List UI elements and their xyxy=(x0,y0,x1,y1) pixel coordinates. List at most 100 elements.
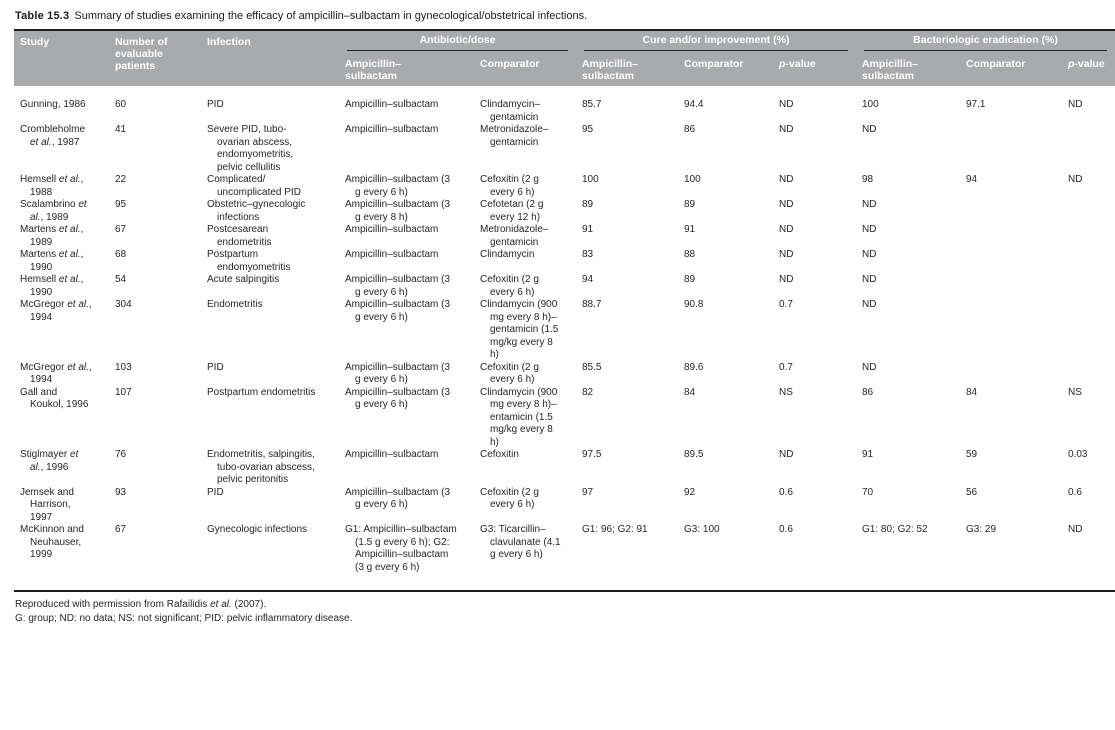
cell-ab: Ampicillin–sulbactam xyxy=(345,449,439,460)
cell-study: Hemsell et al., 1988 xyxy=(20,174,84,198)
table-caption: Summary of studies examining the efficac… xyxy=(74,10,588,22)
table-row: McKinnon and Neuhauser, 1999 67 Gynecologi… xyxy=(14,524,1115,574)
cell-study: Scalambrino et al., 1989 xyxy=(20,199,87,223)
cell-cure_ab: 95 xyxy=(582,124,594,135)
cell-study: Martens et al., 1990 xyxy=(20,249,84,273)
cell-bact_comp: 97.1 xyxy=(966,99,986,110)
cell-bact_comp xyxy=(960,249,1062,274)
cell-bact_ab: 100 xyxy=(862,99,879,110)
cell-bact_comp: 59 xyxy=(966,449,978,460)
cell-ab: Ampicillin–sulbactam xyxy=(345,249,439,260)
cell-ab: Ampicillin–sulbactam (3 g every 6 h) xyxy=(345,174,451,198)
cell-cure_p: 0.7 xyxy=(779,299,793,310)
table-row: Martens et al., 1990 68 Postpartum endomyo… xyxy=(14,249,1115,274)
cell-bact_comp xyxy=(960,199,1062,224)
group-label: Antibiotic/dose xyxy=(347,34,568,51)
cell-ab: Ampicillin–sulbactam (3 g every 6 h) xyxy=(345,386,451,411)
cell-bact_p xyxy=(1062,299,1115,362)
cell-bact_comp: 56 xyxy=(966,486,978,498)
cell-study: McGregor et al., 1994 xyxy=(20,299,92,323)
cell-infection: Complicated/ uncomplicated PID xyxy=(207,174,301,198)
table-bottom-rule xyxy=(14,590,1115,592)
cell-ab: Ampicillin–sulbactam (3 g every 8 h) xyxy=(345,199,451,223)
cell-infection: PID xyxy=(207,99,224,110)
cell-cure_ab: 83 xyxy=(582,249,594,260)
cell-bact_comp xyxy=(960,224,1062,249)
cell-infection: Postpartum endometritis xyxy=(207,386,316,398)
cell-cure_ab: 94 xyxy=(582,274,594,285)
cell-cure_comp: 86 xyxy=(684,124,696,135)
table-body: Gunning, 1986 60 PID Ampicillin–sulbactam Cl… xyxy=(14,86,1115,574)
cell-cure_p: ND xyxy=(779,274,794,285)
table-row: Stiglmayer et al., 1996 76 Endometritis, s… xyxy=(14,449,1115,487)
col-header-bact-ab: Ampicillin–sulbactam xyxy=(856,51,960,86)
cell-infection: PID xyxy=(207,361,224,373)
cell-comp: Clindamycin (900 mg every 8 h)–entamicin… xyxy=(480,386,558,448)
cell-study: Gunning, 1986 xyxy=(20,99,86,110)
cell-cure_comp: 89 xyxy=(684,199,696,210)
studies-table: Study Number of evaluable patients Infec… xyxy=(14,29,1115,574)
cell-infection: Acute salpingitis xyxy=(207,274,280,285)
cell-bact_ab: ND xyxy=(862,224,877,235)
cell-infection: Obstetric–gynecologic infections xyxy=(207,199,306,223)
table-row: McGregor et al., 1994 304 Endometritis Ampi… xyxy=(14,299,1115,362)
cell-bact_ab: 91 xyxy=(862,449,874,460)
group-header-antibiotic-dose: Antibiotic/dose xyxy=(339,29,576,51)
table-footnotes: Reproduced with permission from Rafailid… xyxy=(15,598,1115,625)
cell-comp: Cefotetan (2 g every 12 h) xyxy=(480,199,544,223)
cell-infection: Severe PID, tubo-ovarian abscess, endomy… xyxy=(207,124,294,173)
col-header-cure-pvalue: p-value xyxy=(773,51,856,86)
cell-cure_ab: 91 xyxy=(582,224,594,235)
cell-cure_p: ND xyxy=(779,174,794,185)
cell-cure_comp: 92 xyxy=(684,486,696,498)
cell-bact_comp xyxy=(960,362,1062,387)
cell-study: McGregor et al., 1994 xyxy=(20,361,92,386)
cell-patients: 60 xyxy=(115,99,127,110)
cell-cure_comp: G3: 100 xyxy=(684,524,720,535)
cell-comp: Cefoxitin xyxy=(480,449,519,460)
cell-bact_p xyxy=(1062,274,1115,299)
cell-comp: Cefoxitin (2 g every 6 h) xyxy=(480,274,539,298)
cell-bact_p xyxy=(1062,362,1115,387)
cell-ab: G1: Ampicillin–sulbactam (1.5 g every 6 … xyxy=(345,524,457,573)
cell-cure_comp: 88 xyxy=(684,249,696,260)
cell-study: Gall and Koukol, 1996 xyxy=(20,386,89,411)
cell-cure_p: ND xyxy=(779,99,794,110)
cell-ab: Ampicillin–sulbactam (3 g every 6 h) xyxy=(345,274,451,298)
cell-cure_comp: 84 xyxy=(684,386,696,398)
cell-bact_p: NS xyxy=(1068,386,1082,398)
cell-study: Martens et al., 1989 xyxy=(20,224,84,248)
cell-patients: 107 xyxy=(115,386,132,398)
cell-bact_p: 0.6 xyxy=(1068,486,1082,498)
cell-infection: PID xyxy=(207,486,224,498)
cell-cure_comp: 91 xyxy=(684,224,696,235)
cell-bact_p: ND xyxy=(1068,99,1083,110)
cell-cure_ab: 82 xyxy=(582,386,594,398)
col-header-bact-pvalue: p-value xyxy=(1062,51,1115,86)
cell-study: Hemsell et al., 1990 xyxy=(20,274,84,298)
cell-cure_p: NS xyxy=(779,386,793,398)
group-label: Bacteriologic eradication (%) xyxy=(864,34,1108,51)
cell-patients: 76 xyxy=(115,449,127,460)
cell-cure_comp: 90.8 xyxy=(684,299,704,310)
cell-ab: Ampicillin–sulbactam xyxy=(345,224,439,235)
cell-ab: Ampicillin–sulbactam (3 g every 6 h) xyxy=(345,486,451,511)
header-sub-row: Ampicillin–sulbactam Comparator Ampicill… xyxy=(14,51,1115,86)
col-header-ab-sulbactam-dose: Ampicillin–sulbactam xyxy=(339,51,474,86)
cell-comp: Clindamycin xyxy=(480,249,535,260)
cell-infection: Gynecologic infections xyxy=(207,524,308,535)
cell-cure_ab: 85.5 xyxy=(582,361,602,373)
cell-ab: Ampicillin–sulbactam xyxy=(345,124,439,135)
header-group-row: Study Number of evaluable patients Infec… xyxy=(14,29,1115,86)
cell-study: Stiglmayer et al., 1996 xyxy=(20,449,79,473)
table-row: Gall and Koukol, 1996 107 Postpartum endom… xyxy=(14,387,1115,450)
table-title: Table 15.3 Summary of studies examining t… xyxy=(0,0,1115,22)
col-header-cure-comparator: Comparator xyxy=(678,51,773,86)
cell-patients: 67 xyxy=(115,224,127,235)
col-header-bact-comparator: Comparator xyxy=(960,51,1062,86)
cell-comp: Clindamycin (900 mg every 8 h)–gentamici… xyxy=(480,299,559,360)
cell-ab: Ampicillin–sulbactam (3 g every 6 h) xyxy=(345,361,451,386)
cell-cure_ab: 89 xyxy=(582,199,594,210)
footnote-abbreviations: G: group; ND: no data; NS: not significa… xyxy=(15,612,353,624)
cell-bact_ab: 86 xyxy=(862,386,874,398)
